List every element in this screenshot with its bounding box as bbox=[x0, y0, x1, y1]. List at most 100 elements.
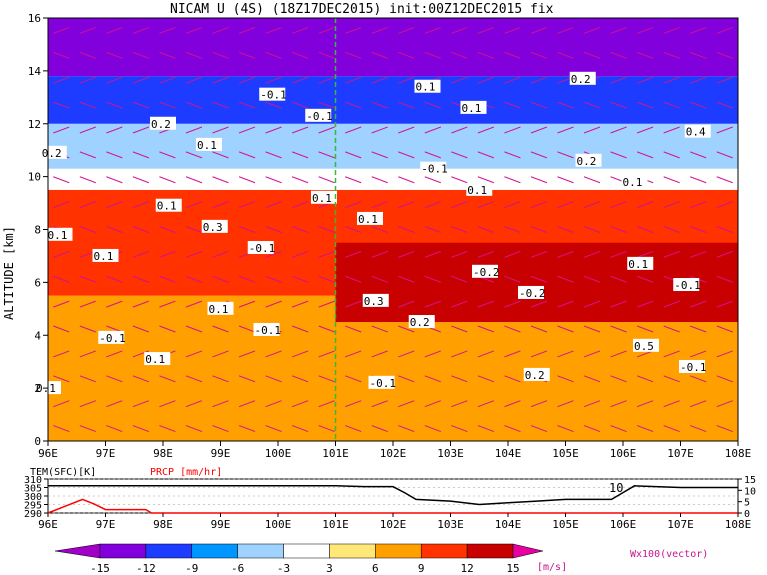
wind-vector-324 bbox=[371, 126, 388, 134]
wind-vector-176 bbox=[583, 275, 601, 283]
wind-vector-200 bbox=[530, 250, 548, 258]
wind-vector-132 bbox=[106, 300, 123, 308]
wind-vector-428 bbox=[371, 26, 388, 34]
contour-label-box-32 bbox=[633, 338, 659, 352]
wind-vector-140 bbox=[318, 300, 335, 308]
wind-vector-113 bbox=[291, 325, 309, 333]
wind-vector-154 bbox=[690, 300, 707, 308]
wind-vector-39 bbox=[398, 400, 415, 408]
wind-vector-239 bbox=[185, 201, 203, 209]
contour-label-4: 0.1 bbox=[197, 139, 217, 152]
colorbar-label-2: -9 bbox=[185, 562, 198, 575]
contour-label-26: 0.1 bbox=[48, 229, 68, 242]
wind-vector-131 bbox=[79, 300, 96, 308]
wind-vector-368 bbox=[159, 76, 176, 84]
wind-vector-419 bbox=[132, 26, 150, 34]
wind-vector-6 bbox=[212, 425, 229, 433]
colorbar-cell-2 bbox=[145, 543, 193, 559]
wind-vector-403 bbox=[398, 51, 415, 59]
wind-vector-270 bbox=[318, 176, 335, 184]
wind-vector-205 bbox=[663, 250, 680, 258]
contour-label-11: -0.1 bbox=[306, 110, 333, 123]
main-panel: 0.1 -0.1 0.1 -0.1 0.1 0.2 0.1 0.1 0.1 0.2 0.1 -0.1 -… bbox=[2, 12, 751, 460]
wind-vector-194 bbox=[371, 250, 388, 258]
wind-vector-311 bbox=[716, 151, 733, 159]
wind-vector-315 bbox=[132, 126, 150, 134]
wind-vector-44 bbox=[530, 400, 548, 408]
wind-vector-386 bbox=[636, 76, 654, 84]
wind-vector-161 bbox=[185, 275, 203, 283]
wind-vector-431 bbox=[451, 26, 468, 34]
wind-vector-149 bbox=[557, 300, 574, 308]
wind-vector-195 bbox=[398, 250, 415, 258]
wind-vector-123 bbox=[557, 325, 574, 333]
wind-vector-287 bbox=[79, 151, 96, 159]
wind-vector-246 bbox=[371, 201, 388, 209]
wind-vector-410 bbox=[583, 51, 601, 59]
wind-vector-299 bbox=[398, 151, 415, 159]
wind-vector-300 bbox=[424, 151, 441, 159]
longitude-tick-label-2: 98E bbox=[153, 447, 173, 460]
wind-vector-182 bbox=[53, 250, 70, 258]
wind-vector-379 bbox=[451, 76, 468, 84]
wind-vector-174 bbox=[530, 275, 548, 283]
longitude-ticks: 96E 97E 98E 99E 100E 101E 102E 103E 104E 105E 106E… bbox=[38, 441, 751, 460]
wind-vector-27 bbox=[79, 400, 96, 408]
wind-vector-260 bbox=[53, 176, 70, 184]
wind-vector-328 bbox=[477, 126, 495, 134]
wind-vector-397 bbox=[238, 51, 256, 59]
wind-vector-145 bbox=[451, 300, 468, 308]
precip-tick-label-1: 10 bbox=[744, 486, 756, 497]
wind-vector-53 bbox=[79, 375, 96, 383]
wind-vector-280 bbox=[583, 176, 601, 184]
contour-label-box-15 bbox=[466, 182, 493, 196]
wind-vector-395 bbox=[185, 51, 203, 59]
contour-label-31: -0.1 bbox=[421, 163, 448, 176]
wind-vector-252 bbox=[530, 201, 548, 209]
contour-label-27: -0.1 bbox=[260, 89, 287, 102]
surface-longitude-tick-label-12: 108E bbox=[725, 518, 752, 531]
contour-label-box-16 bbox=[679, 359, 705, 373]
wind-vector-213 bbox=[185, 226, 203, 233]
wind-vector-146 bbox=[477, 300, 495, 308]
wind-vector-11 bbox=[345, 425, 362, 433]
u-wind-shading bbox=[48, 18, 738, 441]
wind-vector-416 bbox=[53, 26, 70, 34]
temperature-tick-label-3: 295 bbox=[24, 501, 42, 512]
contour-label-30: 0.1 bbox=[209, 303, 229, 316]
colorbar-label-5: 3 bbox=[326, 562, 333, 575]
wind-vector-381 bbox=[504, 76, 521, 84]
contour-label-box-1 bbox=[247, 241, 274, 255]
wind-vector-204 bbox=[636, 250, 654, 258]
wind-vector-28 bbox=[106, 400, 123, 408]
contour-label-box-17 bbox=[201, 219, 228, 233]
wind-vector-404 bbox=[424, 51, 441, 59]
wind-vector-256 bbox=[636, 201, 654, 209]
wind-vector-376 bbox=[371, 76, 388, 84]
wind-vector-16 bbox=[477, 425, 495, 433]
wind-vector-170 bbox=[424, 275, 441, 283]
contour-label-32: 0.5 bbox=[634, 340, 654, 353]
wind-vector-325 bbox=[398, 126, 415, 134]
wind-vector-144 bbox=[424, 300, 441, 308]
wind-vector-406 bbox=[477, 51, 495, 59]
wind-vector-72 bbox=[583, 375, 601, 383]
wind-vector-12 bbox=[371, 425, 388, 433]
longitude-tick-label-3: 99E bbox=[211, 447, 231, 460]
wind-vector-438 bbox=[636, 26, 654, 34]
chart-title: NICAM U (4S) (18Z17DEC2015) init:00Z12DE… bbox=[170, 2, 554, 17]
wind-vector-265 bbox=[185, 176, 203, 184]
wind-vector-5 bbox=[185, 425, 203, 433]
wind-vector-304 bbox=[530, 151, 548, 159]
wind-vector-231 bbox=[663, 226, 680, 233]
wind-vector-9 bbox=[291, 425, 309, 433]
contour-label-box-19 bbox=[627, 256, 654, 270]
wind-vector-1 bbox=[79, 425, 96, 433]
wind-vector-15 bbox=[451, 425, 468, 433]
colorbar-label-7: 9 bbox=[418, 562, 425, 575]
wind-vector-196 bbox=[424, 250, 441, 258]
wind-vector-268 bbox=[265, 176, 282, 184]
wind-vector-108 bbox=[159, 325, 176, 333]
wind-vector-104 bbox=[53, 325, 70, 333]
